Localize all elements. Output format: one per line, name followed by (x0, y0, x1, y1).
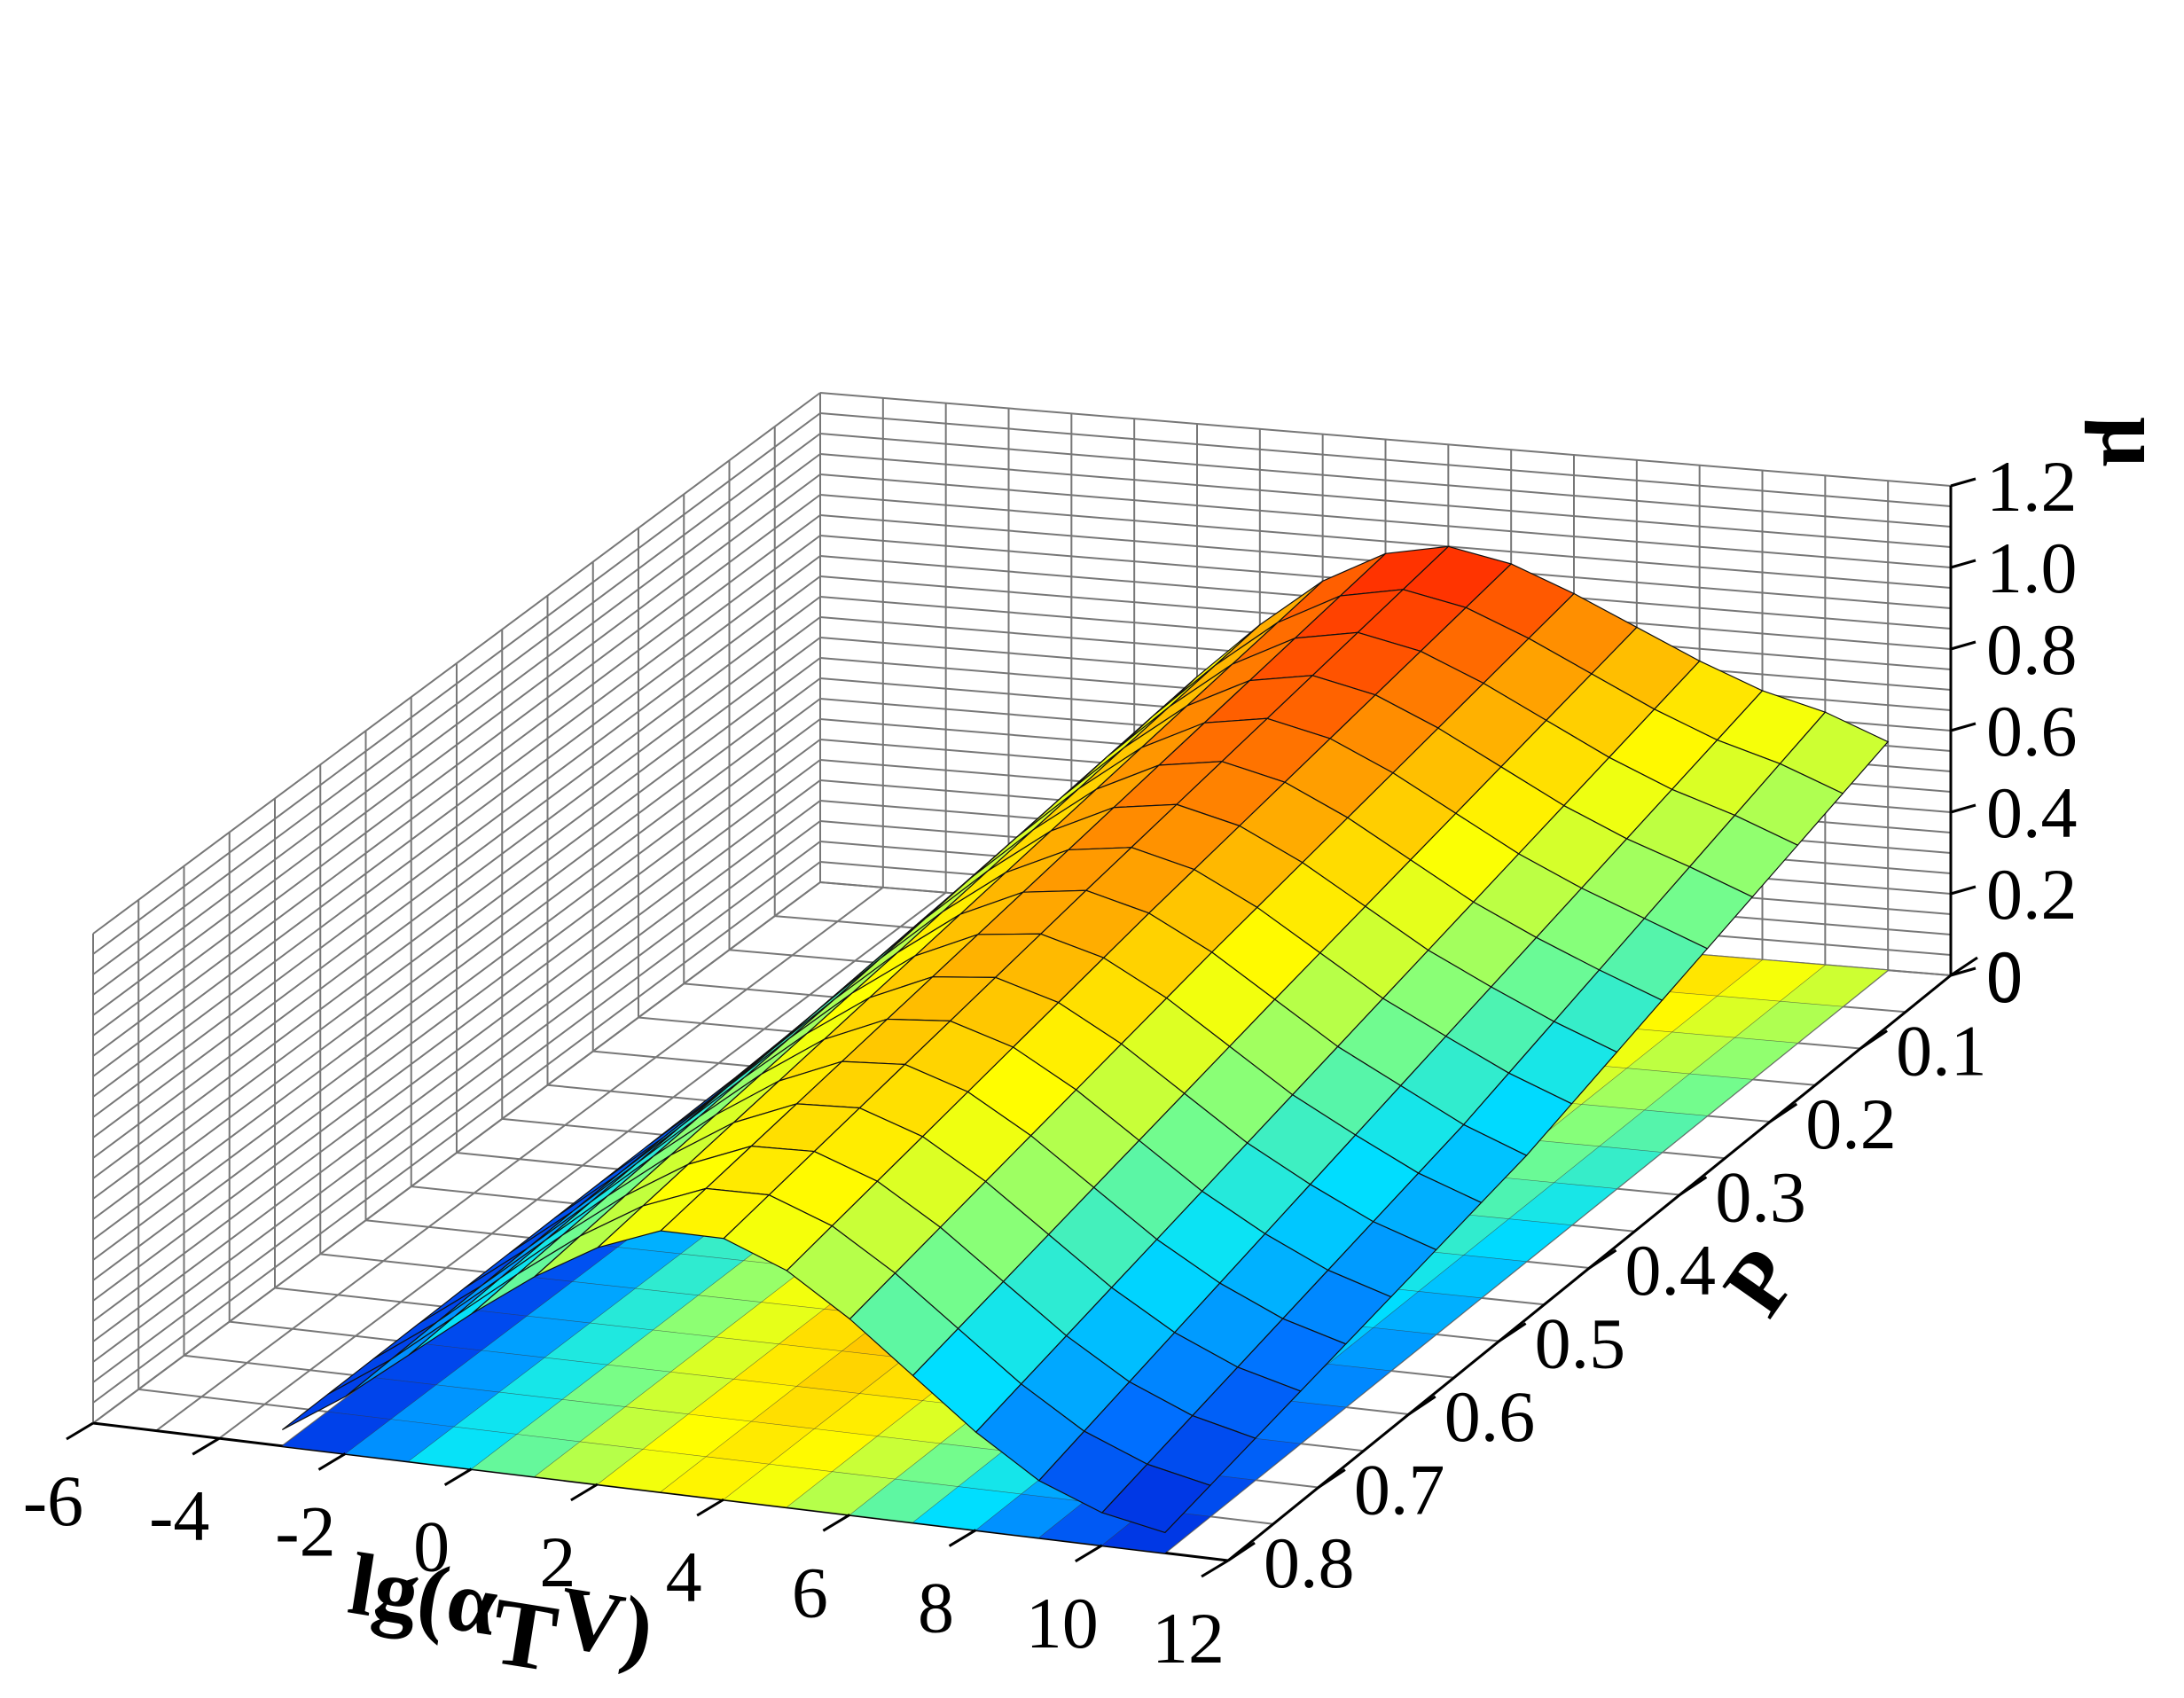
floor-gridline (92, 881, 821, 1424)
y-tick-label: 0.3 (1715, 1157, 1806, 1238)
x-axis-label-main: lg(α (343, 1534, 505, 1655)
y-tick (1227, 1541, 1256, 1562)
z-tick (1950, 722, 1977, 732)
y-tick (1498, 1322, 1527, 1342)
x-tick (696, 1498, 724, 1517)
z-tick (1950, 803, 1977, 814)
z-tick (1950, 966, 1977, 977)
z-tick-label: 0 (1986, 935, 2023, 1016)
z-tick-label: 1.2 (1986, 446, 2078, 527)
surface-mesh (281, 545, 1890, 1534)
back-wall-gridline (819, 392, 1952, 487)
tick-marks (66, 477, 1978, 1578)
z-tick (1950, 640, 1977, 651)
x-tick-label: 12 (1152, 1598, 1225, 1678)
y-tick (1407, 1395, 1436, 1416)
x-axis-label-tail: V) (552, 1567, 661, 1678)
back-wall-gridline (819, 453, 1952, 548)
x-tick (822, 1514, 851, 1532)
y-tick-label: 0.4 (1625, 1230, 1717, 1311)
x-axis-label: lg(αTV) (339, 1534, 661, 1698)
floor-cell (723, 1463, 834, 1508)
floor-cell (597, 1449, 707, 1492)
x-tick (948, 1529, 977, 1547)
y-tick (1950, 956, 1978, 977)
x-tick (1201, 1559, 1229, 1578)
y-tick-label: 0.5 (1535, 1303, 1626, 1384)
z-tick-label: 0.6 (1986, 691, 2078, 771)
x-tick-label: 6 (792, 1552, 828, 1632)
z-axis-label: μ (2084, 417, 2182, 467)
y-tick (1769, 1102, 1798, 1123)
tick-labels: -6 -4 -2 0 2 4 6 8 10 1200.10.20.30.40.50.60.70.8… (23, 446, 2078, 1678)
y-tick-label: 0.1 (1896, 1011, 1987, 1092)
z-tick-label: 1.0 (1986, 528, 2078, 608)
y-tick (1859, 1029, 1888, 1050)
back-wall-gridline (819, 473, 1952, 568)
x-tick (192, 1436, 220, 1456)
z-tick (1950, 885, 1977, 896)
back-wall-gridline (819, 412, 1952, 507)
y-tick (1588, 1248, 1617, 1270)
x-tick-label: 0 (413, 1506, 450, 1587)
x-tick-label: 4 (666, 1537, 702, 1617)
y-tick-label: 0.6 (1444, 1376, 1536, 1457)
z-tick (1950, 559, 1977, 569)
floor-gridline (155, 887, 884, 1432)
z-tick-label: 0.8 (1986, 609, 2078, 690)
y-tick-label: 0.7 (1354, 1450, 1445, 1530)
back-wall-gridline (819, 494, 1952, 589)
y-tick-label: 0 (1986, 937, 2023, 1018)
x-tick-label: 2 (539, 1522, 575, 1602)
z-tick-label: 0.2 (1986, 854, 2078, 935)
x-tick-label: -2 (275, 1491, 335, 1571)
surface-cell (281, 1358, 392, 1430)
x-tick (66, 1421, 94, 1441)
x-tick-label: -4 (149, 1475, 209, 1556)
y-tick (1679, 1176, 1708, 1196)
y-tick-label: 0.2 (1805, 1084, 1897, 1164)
x-tick (570, 1483, 599, 1502)
back-wall-gridline (819, 433, 1952, 528)
y-tick (1318, 1468, 1346, 1489)
floor-gridline (218, 891, 947, 1440)
y-axis-label: P (1704, 1232, 1816, 1333)
y-tick-label: 0.8 (1264, 1522, 1355, 1603)
x-tick-label: 10 (1026, 1583, 1099, 1663)
z-tick-label: 0.4 (1986, 772, 2078, 853)
x-tick-label: 8 (918, 1568, 954, 1648)
z-tick (1950, 477, 1977, 488)
x-tick (317, 1452, 347, 1471)
x-tick (1075, 1544, 1103, 1563)
x-tick-label: -6 (23, 1460, 83, 1541)
x-tick (443, 1467, 473, 1486)
